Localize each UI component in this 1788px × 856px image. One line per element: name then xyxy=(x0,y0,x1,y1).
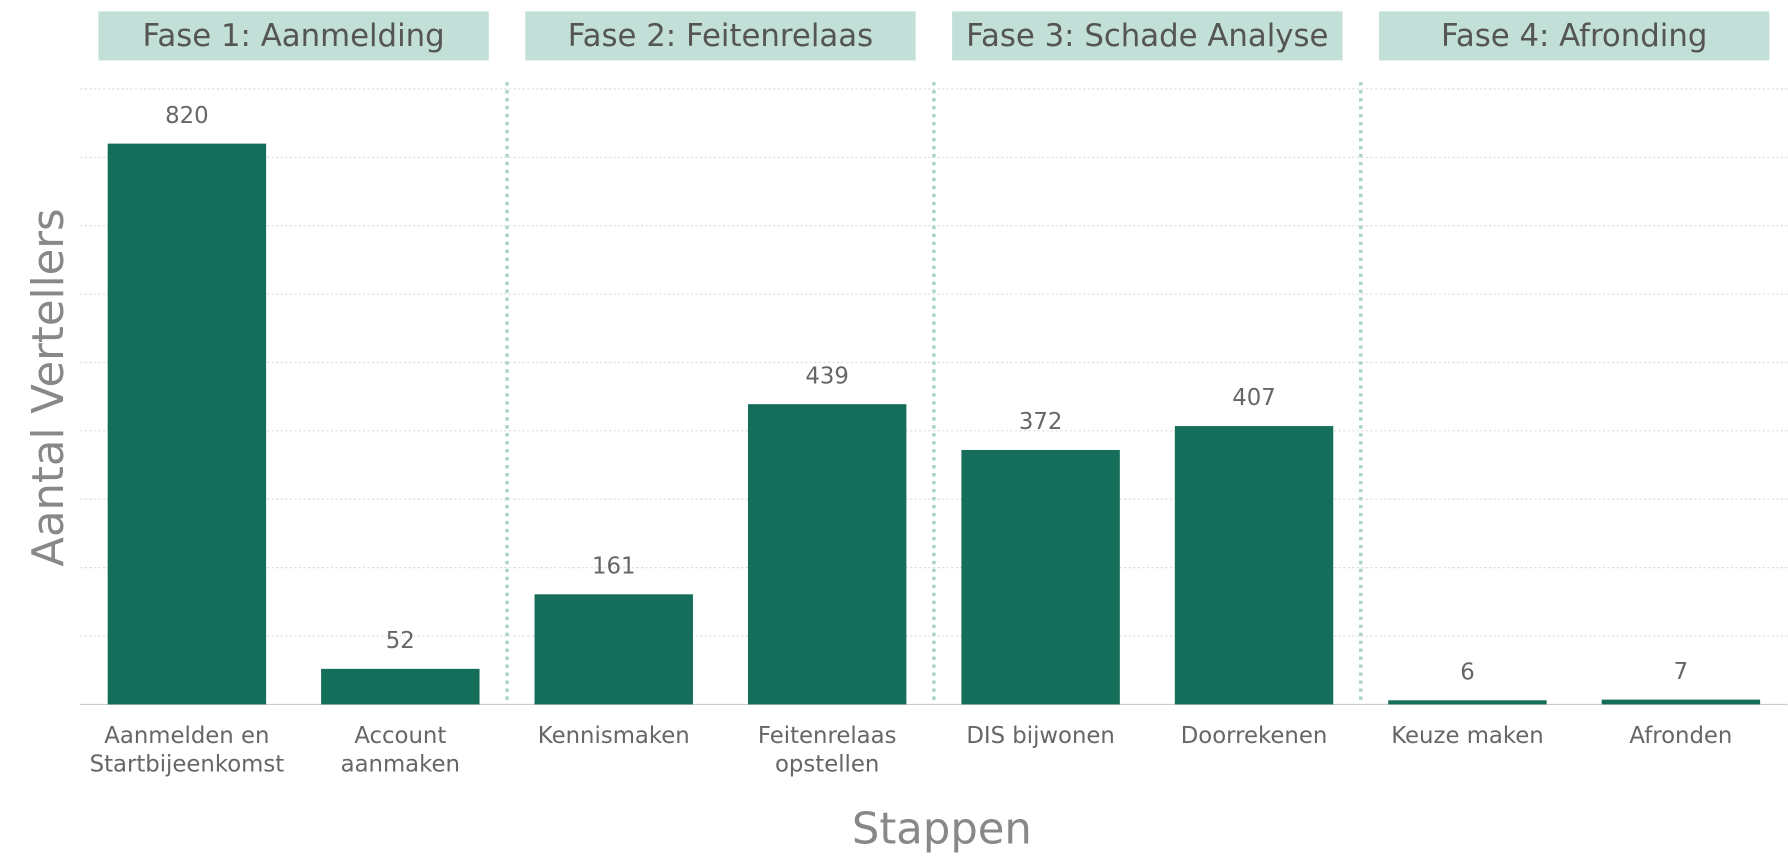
x-tick-label: Aanmelden en xyxy=(104,723,269,749)
x-tick-label: Feitenrelaas xyxy=(758,723,897,749)
data-label: 6 xyxy=(1460,659,1475,685)
data-label: 407 xyxy=(1232,385,1275,411)
bar xyxy=(747,404,907,705)
data-label: 372 xyxy=(1019,409,1062,435)
bar xyxy=(107,143,267,705)
bar xyxy=(1601,699,1761,705)
bar xyxy=(961,449,1120,705)
x-tick-label: aanmaken xyxy=(341,751,460,777)
bar xyxy=(1388,700,1547,705)
data-label: 161 xyxy=(592,553,635,579)
data-label: 439 xyxy=(805,363,848,389)
x-tick-label: Keuze maken xyxy=(1391,723,1543,749)
bar xyxy=(321,668,480,705)
x-tick-label: Afronden xyxy=(1629,723,1732,749)
data-label: 820 xyxy=(165,103,208,129)
y-axis-title: Aantal Vertellers xyxy=(24,208,74,566)
phase-label: Fase 1: Aanmelding xyxy=(143,18,445,54)
phase-label: Fase 4: Afronding xyxy=(1441,18,1707,54)
bar xyxy=(534,594,693,705)
x-tick-label: DIS bijwonen xyxy=(966,723,1115,749)
x-tick-label: Kennismaken xyxy=(538,723,690,749)
data-label: 52 xyxy=(386,628,415,654)
x-tick-label: Startbijeenkomst xyxy=(90,751,285,777)
phase-label: Fase 2: Feitenrelaas xyxy=(568,18,873,54)
phase-header xyxy=(952,11,1343,61)
phase-label: Fase 3: Schade Analyse xyxy=(966,18,1328,54)
phase-header xyxy=(1378,11,1770,61)
x-tick-label: Doorrekenen xyxy=(1181,723,1328,749)
data-label: 7 xyxy=(1674,659,1689,685)
x-tick-label: Account xyxy=(354,723,446,749)
x-tick-label: opstellen xyxy=(775,751,879,777)
phase-header xyxy=(525,11,916,61)
x-axis-title: Stappen xyxy=(852,805,1032,855)
phase-header xyxy=(98,11,489,61)
bar xyxy=(1174,426,1334,705)
